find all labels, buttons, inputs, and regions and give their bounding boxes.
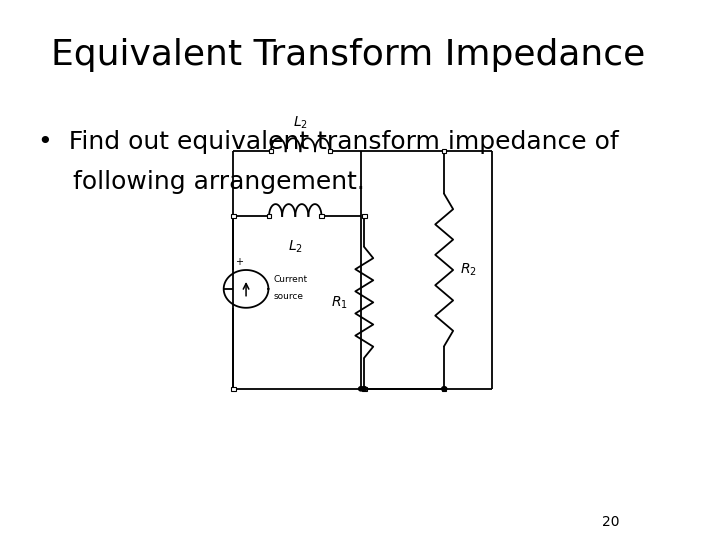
Text: $R_2$: $R_2$	[460, 262, 477, 278]
Bar	[442, 149, 446, 153]
Bar	[328, 149, 332, 153]
Bar	[231, 214, 235, 218]
Bar	[269, 149, 273, 153]
Bar	[319, 214, 324, 218]
Bar	[442, 387, 446, 391]
Text: •  Find out equivalent transform impedance of: • Find out equivalent transform impedanc…	[38, 130, 619, 153]
Text: $L_2$: $L_2$	[293, 114, 308, 131]
Text: Equivalent Transform Impedance: Equivalent Transform Impedance	[51, 38, 645, 72]
Bar	[267, 214, 271, 218]
Text: 20: 20	[603, 515, 620, 529]
Bar	[231, 387, 235, 391]
Text: $L_2$: $L_2$	[288, 239, 302, 255]
Text: following arrangement.: following arrangement.	[73, 170, 365, 194]
Text: $R_1$: $R_1$	[331, 294, 348, 310]
Text: source: source	[274, 292, 304, 301]
Circle shape	[359, 387, 364, 391]
Text: +: +	[235, 257, 243, 267]
Circle shape	[361, 387, 367, 391]
Bar	[362, 214, 366, 218]
Text: Current: Current	[274, 274, 307, 284]
Bar	[362, 387, 366, 391]
Circle shape	[441, 387, 446, 391]
